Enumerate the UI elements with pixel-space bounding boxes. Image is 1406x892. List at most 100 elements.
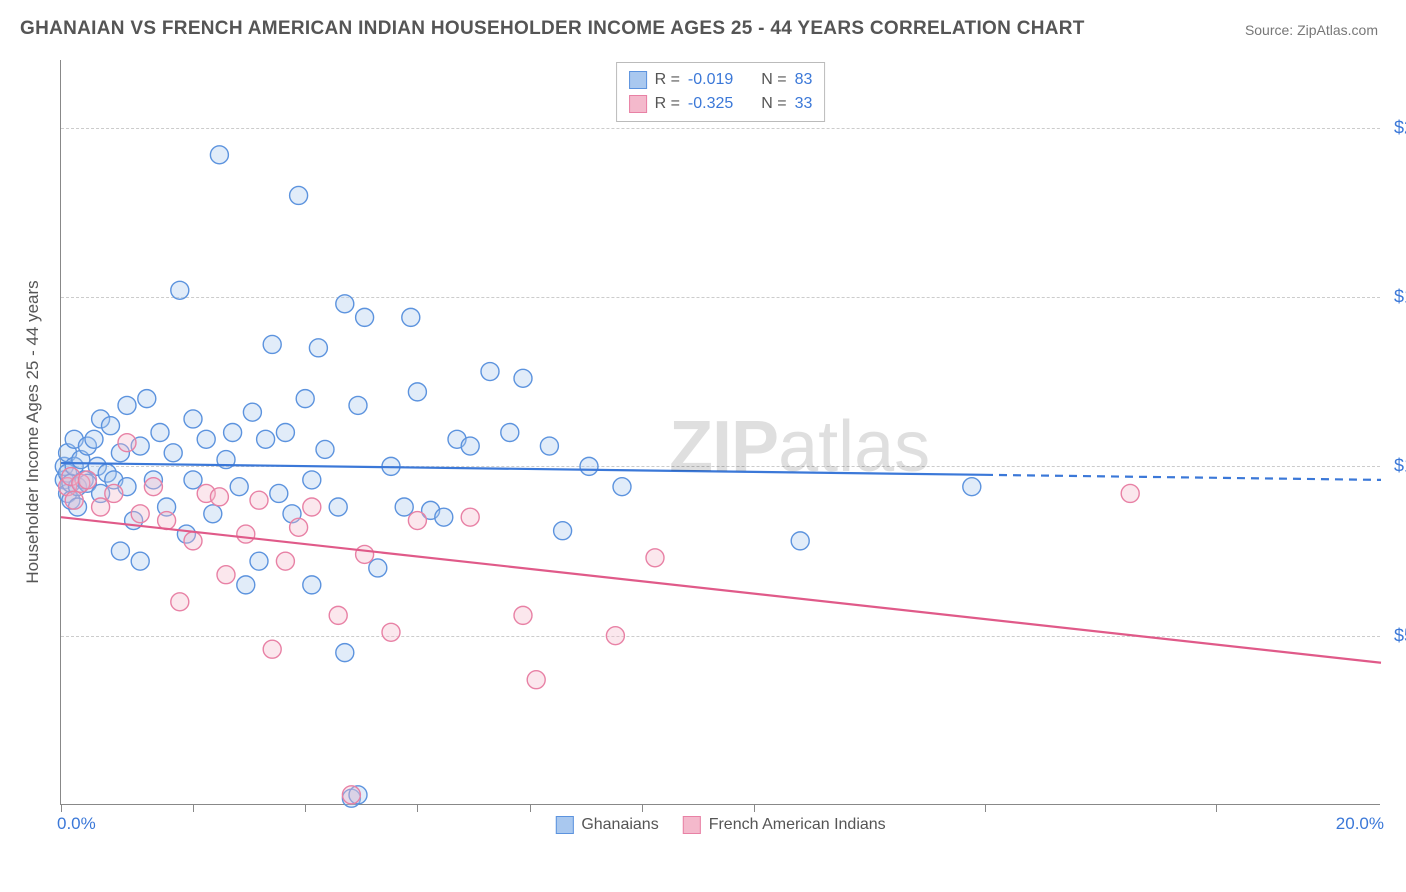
scatter-point bbox=[514, 606, 532, 624]
scatter-point bbox=[646, 549, 664, 567]
series-legend: Ghanaians French American Indians bbox=[555, 816, 885, 834]
n-label: N = bbox=[761, 92, 786, 116]
x-tick bbox=[1216, 804, 1217, 812]
scatter-point bbox=[303, 498, 321, 516]
source-attribution: Source: ZipAtlas.com bbox=[1245, 22, 1378, 38]
x-tick bbox=[305, 804, 306, 812]
scatter-point bbox=[102, 417, 120, 435]
x-tick bbox=[61, 804, 62, 812]
scatter-point bbox=[613, 478, 631, 496]
r-label: R = bbox=[655, 68, 680, 92]
legend-swatch bbox=[555, 816, 573, 834]
scatter-point bbox=[276, 552, 294, 570]
scatter-point bbox=[580, 457, 598, 475]
source-label: Source: bbox=[1245, 22, 1297, 38]
n-value: 33 bbox=[795, 92, 813, 116]
scatter-point bbox=[606, 627, 624, 645]
scatter-point bbox=[204, 505, 222, 523]
x-tick bbox=[530, 804, 531, 812]
scatter-point bbox=[276, 424, 294, 442]
n-label: N = bbox=[761, 68, 786, 92]
scatter-point bbox=[164, 444, 182, 462]
scatter-point bbox=[963, 478, 981, 496]
scatter-point bbox=[501, 424, 519, 442]
scatter-point bbox=[257, 430, 275, 448]
x-tick bbox=[193, 804, 194, 812]
scatter-point bbox=[263, 335, 281, 353]
scatter-point bbox=[151, 424, 169, 442]
scatter-point bbox=[309, 339, 327, 357]
scatter-point bbox=[329, 606, 347, 624]
scatter-point bbox=[329, 498, 347, 516]
scatter-point bbox=[144, 478, 162, 496]
x-tick bbox=[985, 804, 986, 812]
scatter-point bbox=[138, 390, 156, 408]
scatter-point bbox=[356, 308, 374, 326]
scatter-point bbox=[382, 623, 400, 641]
scatter-point bbox=[224, 424, 242, 442]
scatter-point bbox=[184, 471, 202, 489]
scatter-point bbox=[554, 522, 572, 540]
scatter-point bbox=[356, 545, 374, 563]
scatter-point bbox=[250, 491, 268, 509]
r-value: -0.325 bbox=[688, 92, 733, 116]
r-label: R = bbox=[655, 92, 680, 116]
scatter-point bbox=[105, 484, 123, 502]
x-axis-max-label: 20.0% bbox=[1336, 814, 1384, 834]
scatter-point bbox=[349, 396, 367, 414]
scatter-point bbox=[408, 383, 426, 401]
scatter-point bbox=[336, 644, 354, 662]
y-tick-label: $200,000 bbox=[1382, 117, 1406, 138]
trend-line bbox=[61, 517, 1381, 663]
scatter-point bbox=[540, 437, 558, 455]
scatter-point bbox=[336, 295, 354, 313]
scatter-point bbox=[435, 508, 453, 526]
scatter-point bbox=[395, 498, 413, 516]
scatter-point bbox=[118, 396, 136, 414]
scatter-point bbox=[131, 552, 149, 570]
scatter-point bbox=[290, 518, 308, 536]
scatter-point bbox=[514, 369, 532, 387]
plot-area: Householder Income Ages 25 - 44 years $5… bbox=[60, 60, 1380, 805]
scatter-point bbox=[290, 186, 308, 204]
legend-swatch bbox=[629, 95, 647, 113]
scatter-point bbox=[210, 146, 228, 164]
scatter-point bbox=[791, 532, 809, 550]
r-value: -0.019 bbox=[688, 68, 733, 92]
scatter-point bbox=[171, 593, 189, 611]
scatter-point bbox=[250, 552, 268, 570]
correlation-legend-row: R = -0.325 N = 33 bbox=[629, 92, 813, 116]
scatter-point bbox=[131, 505, 149, 523]
scatter-point bbox=[158, 512, 176, 530]
scatter-point bbox=[171, 281, 189, 299]
y-axis-label: Householder Income Ages 25 - 44 years bbox=[23, 280, 43, 583]
scatter-point bbox=[481, 363, 499, 381]
scatter-point bbox=[237, 576, 255, 594]
legend-swatch bbox=[629, 71, 647, 89]
series-name: French American Indians bbox=[709, 816, 886, 834]
scatter-point bbox=[92, 498, 110, 516]
scatter-point bbox=[237, 525, 255, 543]
scatter-point bbox=[65, 491, 83, 509]
scatter-point bbox=[243, 403, 261, 421]
legend-swatch bbox=[683, 816, 701, 834]
plot-svg bbox=[61, 60, 1380, 804]
series-legend-item: Ghanaians bbox=[555, 816, 658, 834]
n-value: 83 bbox=[795, 68, 813, 92]
trend-line-extrapolated bbox=[985, 475, 1381, 480]
scatter-point bbox=[118, 434, 136, 452]
scatter-point bbox=[461, 508, 479, 526]
scatter-point bbox=[111, 542, 129, 560]
scatter-point bbox=[296, 390, 314, 408]
correlation-legend: R = -0.019 N = 83 R = -0.325 N = 33 bbox=[616, 62, 826, 122]
x-tick bbox=[754, 804, 755, 812]
scatter-point bbox=[303, 471, 321, 489]
correlation-legend-row: R = -0.019 N = 83 bbox=[629, 68, 813, 92]
x-tick bbox=[642, 804, 643, 812]
scatter-point bbox=[197, 430, 215, 448]
chart-title: GHANAIAN VS FRENCH AMERICAN INDIAN HOUSE… bbox=[20, 18, 1085, 40]
series-legend-item: French American Indians bbox=[683, 816, 886, 834]
x-axis-min-label: 0.0% bbox=[57, 814, 96, 834]
y-tick-label: $150,000 bbox=[1382, 287, 1406, 308]
series-name: Ghanaians bbox=[581, 816, 658, 834]
